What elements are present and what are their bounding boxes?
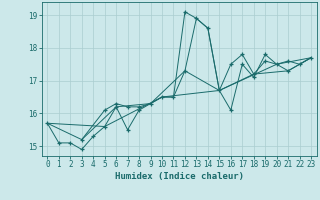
X-axis label: Humidex (Indice chaleur): Humidex (Indice chaleur) (115, 172, 244, 181)
